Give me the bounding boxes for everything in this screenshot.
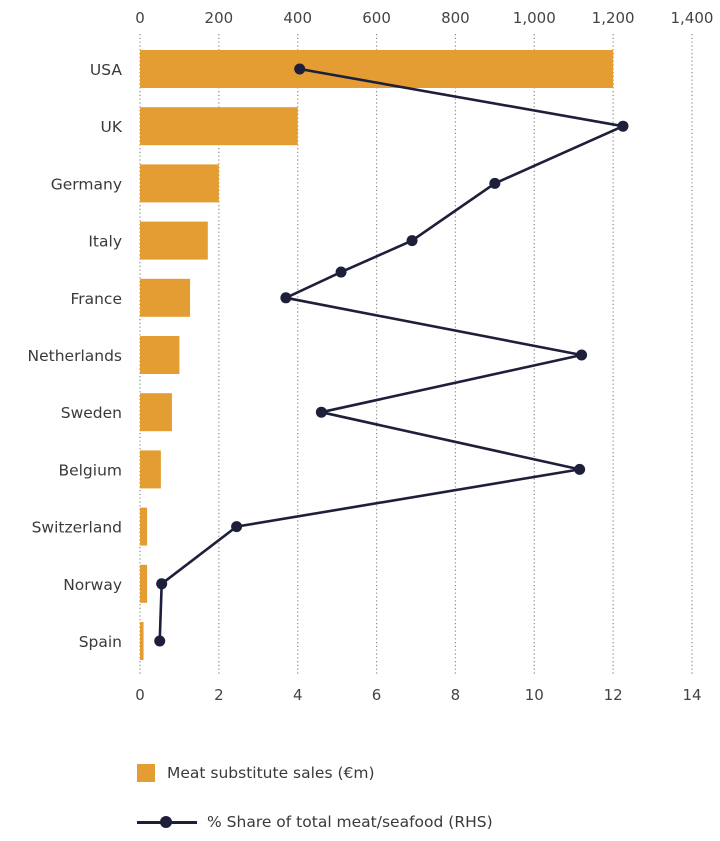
legend-item-line: % Share of total meat/seafood (RHS): [137, 813, 493, 831]
category-label: Sweden: [61, 404, 122, 422]
bar: [140, 107, 298, 146]
legend-line-marker-icon: [137, 813, 197, 831]
line-series: [154, 63, 629, 647]
category-label: USA: [90, 61, 122, 79]
bar: [140, 622, 144, 660]
legend-marker: [160, 816, 172, 828]
bar: [140, 564, 148, 603]
bottom-tick-label: 8: [451, 686, 461, 704]
top-tick-label: 400: [283, 9, 312, 27]
bottom-tick-label: 14: [682, 686, 701, 704]
category-label: UK: [100, 118, 122, 136]
legend-swatch-square: [137, 764, 155, 782]
bottom-tick-label: 2: [214, 686, 224, 704]
bar: [140, 507, 148, 546]
top-tick-label: 800: [441, 9, 470, 27]
line-marker: [294, 63, 306, 75]
bar: [140, 336, 180, 374]
line-marker: [315, 406, 327, 418]
top-axis-ticks: 0 200 400 600 800 1,000 1,200 1,400: [135, 9, 713, 27]
line-marker: [231, 521, 243, 533]
line-marker: [280, 292, 292, 304]
category-label: Switzerland: [32, 519, 122, 537]
bottom-tick-label: 0: [135, 686, 145, 704]
category-label: Norway: [63, 576, 122, 594]
series-line: [158, 67, 628, 642]
category-labels: USA UK Germany Italy France Netherlands Sweden…: [28, 61, 123, 651]
bar: [140, 278, 191, 317]
top-tick-label: 600: [362, 9, 391, 27]
top-tick-label: 1,400: [671, 9, 714, 27]
line-marker: [576, 349, 588, 361]
top-tick-label: 1,000: [513, 9, 556, 27]
line-marker: [335, 266, 347, 278]
bottom-tick-label: 4: [293, 686, 303, 704]
category-label: France: [70, 290, 122, 308]
bottom-tick-label: 10: [525, 686, 544, 704]
legend: Meat substitute sales (€m) % Share of to…: [137, 764, 493, 831]
line-marker: [406, 235, 418, 247]
line-marker: [574, 463, 586, 475]
line-marker: [617, 120, 629, 132]
bottom-axis-ticks: 0 2 4 6 8 10 12 14: [135, 686, 701, 704]
bar: [140, 164, 219, 203]
line-marker: [156, 578, 168, 590]
bottom-tick-label: 12: [604, 686, 623, 704]
bar: [140, 221, 208, 260]
bottom-tick-label: 6: [372, 686, 382, 704]
top-tick-label: 200: [205, 9, 234, 27]
legend-label-bars: Meat substitute sales (€m): [167, 764, 375, 782]
top-tick-label: 0: [135, 9, 145, 27]
legend-item-bars: Meat substitute sales (€m): [137, 764, 493, 782]
legend-label-line: % Share of total meat/seafood (RHS): [207, 813, 493, 831]
line-marker: [154, 635, 166, 647]
category-label: Germany: [51, 175, 122, 193]
category-label: Italy: [88, 233, 122, 251]
bar: [140, 450, 161, 489]
category-label: Spain: [79, 633, 122, 651]
category-label: Belgium: [58, 461, 122, 479]
line-marker: [489, 177, 501, 189]
bar: [140, 393, 172, 432]
top-tick-label: 1,200: [592, 9, 635, 27]
category-label: Netherlands: [28, 347, 122, 365]
